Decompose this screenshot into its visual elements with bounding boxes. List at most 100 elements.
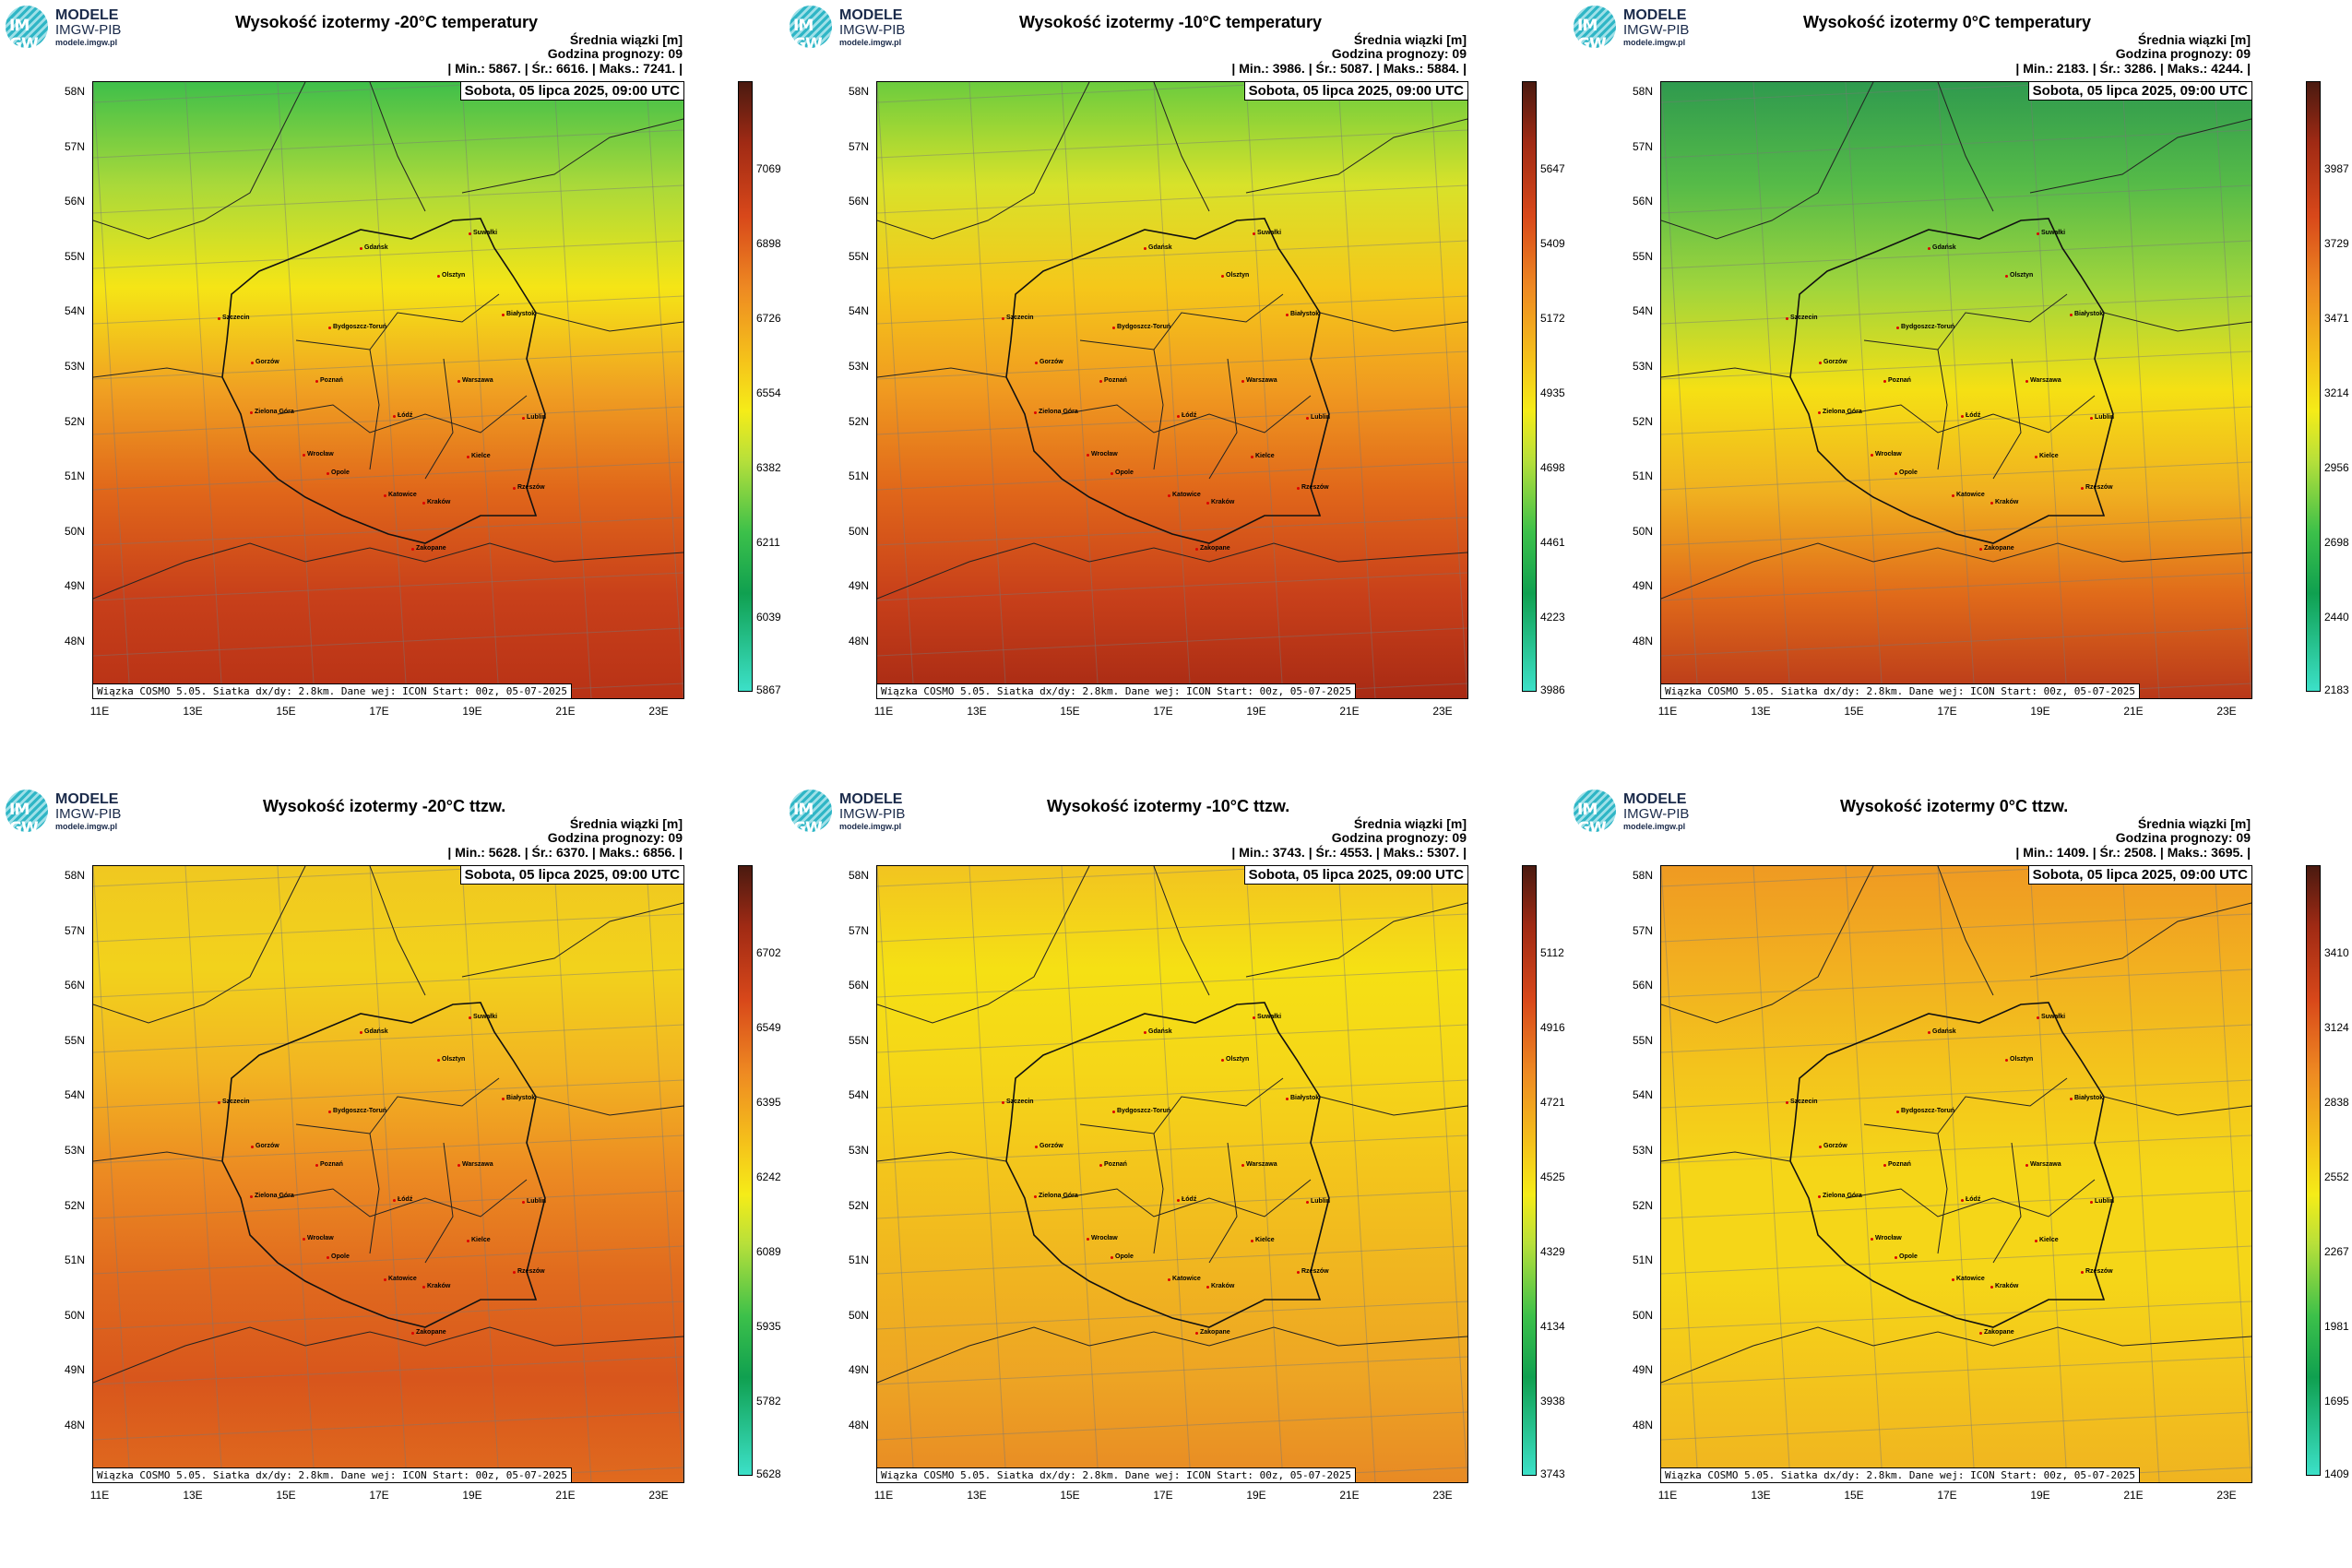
imgw-logo: IM GW MODELE IMGW-PIB modele.imgw.pl xyxy=(1574,6,1712,53)
longitude-label: 23E xyxy=(2216,705,2237,718)
forecast-panel: IM GW MODELE IMGW-PIB modele.imgw.pl Wysokoś… xyxy=(0,784,784,1568)
longitude-label: 11E xyxy=(89,1489,110,1502)
colorbar-tick-label: 5867 xyxy=(756,683,781,696)
longitude-label: 15E xyxy=(276,705,296,718)
longitude-label: 19E xyxy=(1246,705,1266,718)
longitude-label: 11E xyxy=(89,705,110,718)
forecast-map: Gdańsk Suwałki Olsztyn Białystok Szczecin Byd… xyxy=(876,81,1468,699)
city-label: Kraków xyxy=(1206,499,1235,505)
logo-line1: MODELE xyxy=(1623,7,1687,23)
longitude-label: 21E xyxy=(555,1489,576,1502)
colorbar xyxy=(2306,81,2321,692)
colorbar-tick-label: 5935 xyxy=(756,1320,781,1333)
logo-mark: IM GW xyxy=(1577,801,1607,837)
longitude-label: 21E xyxy=(1339,705,1360,718)
model-footer: Wiązka COSMO 5.05. Siatka dx/dy: 2.8km. … xyxy=(877,1467,1356,1482)
city-label: Zielona Góra xyxy=(250,1193,294,1199)
logo-url: modele.imgw.pl xyxy=(55,822,118,831)
latitude-label: 49N xyxy=(1632,1363,1653,1377)
panel-stats: | Min.: 3743. | Śr.: 4553. | Maks.: 5307… xyxy=(1231,845,1467,860)
city-label: Gdańsk xyxy=(1928,1028,1956,1035)
city-label: Opole xyxy=(1111,469,1134,476)
ensemble-mean-label: Średnia wiązki [m] xyxy=(2137,816,2251,831)
model-footer: Wiązka COSMO 5.05. Siatka dx/dy: 2.8km. … xyxy=(1661,683,2140,698)
city-label: Szczecin xyxy=(1786,1099,1818,1105)
city-label: Zakopane xyxy=(1979,1329,2014,1336)
city-label: Gorzów xyxy=(1819,1143,1847,1149)
colorbar-tick-label: 5647 xyxy=(1540,162,1565,175)
city-label: Szczecin xyxy=(1002,315,1034,321)
colorbar-tick-label: 4223 xyxy=(1540,611,1565,624)
forecast-hour-label: Godzina prognozy: 09 xyxy=(1331,46,1467,61)
latitude-label: 54N xyxy=(1632,304,1653,318)
longitude-label: 17E xyxy=(1153,1489,1173,1502)
colorbar-tick-label: 1981 xyxy=(2324,1320,2349,1333)
city-label: Katowice xyxy=(1952,492,1985,498)
city-label: Poznań xyxy=(1883,377,1911,384)
city-label: Bydgoszcz-Toruń xyxy=(327,1108,387,1114)
latitude-label: 57N xyxy=(848,923,869,937)
colorbar-tick-label: 4935 xyxy=(1540,386,1565,399)
latitude-label: 54N xyxy=(848,1088,869,1102)
latitude-label: 55N xyxy=(1632,249,1653,263)
latitude-label: 49N xyxy=(848,1363,869,1377)
panel-info: Średnia wiązki [m] Godzina prognozy: 09 xyxy=(548,33,683,61)
logo-line1: MODELE xyxy=(55,7,119,23)
city-label: Łódź xyxy=(1176,1196,1197,1203)
poland-outline xyxy=(1789,1002,2114,1328)
longitude-label: 15E xyxy=(276,1489,296,1502)
panel-title: Wysokość izotermy 0°C ttzw. xyxy=(1840,797,2069,815)
panel-title: Wysokość izotermy -10°C temperatury xyxy=(1019,13,1322,31)
latitude-label: 49N xyxy=(1632,579,1653,593)
panel-stats: | Min.: 1409. | Śr.: 2508. | Maks.: 3695… xyxy=(2015,845,2251,860)
longitude-label: 21E xyxy=(2123,1489,2144,1502)
longitude-label: 11E xyxy=(873,1489,894,1502)
colorbar-tick-label: 4916 xyxy=(1540,1021,1565,1034)
city-label: Szczecin xyxy=(218,315,250,321)
city-label: Łódź xyxy=(1960,1196,1981,1203)
city-label: Wrocław xyxy=(1871,1235,1902,1241)
city-label: Gorzów xyxy=(1819,359,1847,365)
city-label: Zakopane xyxy=(411,545,446,552)
city-label: Warszawa xyxy=(1241,1161,1277,1168)
longitude-label: 13E xyxy=(183,705,203,718)
longitude-label: 23E xyxy=(648,705,669,718)
logo-line2: IMGW-PIB xyxy=(1623,806,1690,822)
latitude-label: 50N xyxy=(848,1308,869,1322)
colorbar-tick-label: 6395 xyxy=(756,1096,781,1109)
latitude-label: 52N xyxy=(1632,1198,1653,1212)
ensemble-mean-label: Średnia wiązki [m] xyxy=(569,32,683,47)
ensemble-mean-label: Średnia wiązki [m] xyxy=(2137,32,2251,47)
longitude-label: 23E xyxy=(1432,1489,1453,1502)
city-label: Lublin xyxy=(2090,1198,2114,1205)
city-label: Wrocław xyxy=(303,451,334,457)
longitude-label: 15E xyxy=(1060,705,1080,718)
city-label: Zielona Góra xyxy=(250,409,294,415)
forecast-panel: IM GW MODELE IMGW-PIB modele.imgw.pl Wysokoś… xyxy=(784,0,1568,784)
city-label: Katowice xyxy=(1168,1276,1201,1282)
city-label: Rzeszów xyxy=(513,1268,545,1275)
city-label: Opole xyxy=(1111,1253,1134,1260)
city-label: Lublin xyxy=(522,1198,546,1205)
logo-url: modele.imgw.pl xyxy=(839,38,902,47)
colorbar-tick-label: 4698 xyxy=(1540,461,1565,474)
colorbar-tick-label: 3471 xyxy=(2324,312,2349,325)
city-label: Szczecin xyxy=(218,1099,250,1105)
colorbar-tick-label: 3743 xyxy=(1540,1467,1565,1480)
latitude-label: 58N xyxy=(848,85,869,98)
logo-url: modele.imgw.pl xyxy=(1623,822,1686,831)
map-overlay xyxy=(877,866,1467,1482)
colorbar xyxy=(738,81,753,692)
imgw-logo: IM GW MODELE IMGW-PIB modele.imgw.pl xyxy=(1574,790,1712,837)
colorbar-tick-label: 3410 xyxy=(2324,946,2349,959)
city-label: Zakopane xyxy=(1195,545,1230,552)
forecast-map: Gdańsk Suwałki Olsztyn Białystok Szczecin Byd… xyxy=(92,81,684,699)
imgw-logo-icon: IM GW xyxy=(1574,6,1616,53)
forecast-panel: IM GW MODELE IMGW-PIB modele.imgw.pl Wysokoś… xyxy=(1568,784,2352,1568)
latitude-label: 53N xyxy=(1632,1144,1653,1157)
city-label: Zielona Góra xyxy=(1034,409,1078,415)
colorbar-tick-label: 4461 xyxy=(1540,536,1565,549)
longitude-label: 19E xyxy=(462,705,482,718)
valid-date: Sobota, 05 lipca 2025, 09:00 UTC xyxy=(2027,866,2251,885)
valid-date: Sobota, 05 lipca 2025, 09:00 UTC xyxy=(459,866,683,885)
